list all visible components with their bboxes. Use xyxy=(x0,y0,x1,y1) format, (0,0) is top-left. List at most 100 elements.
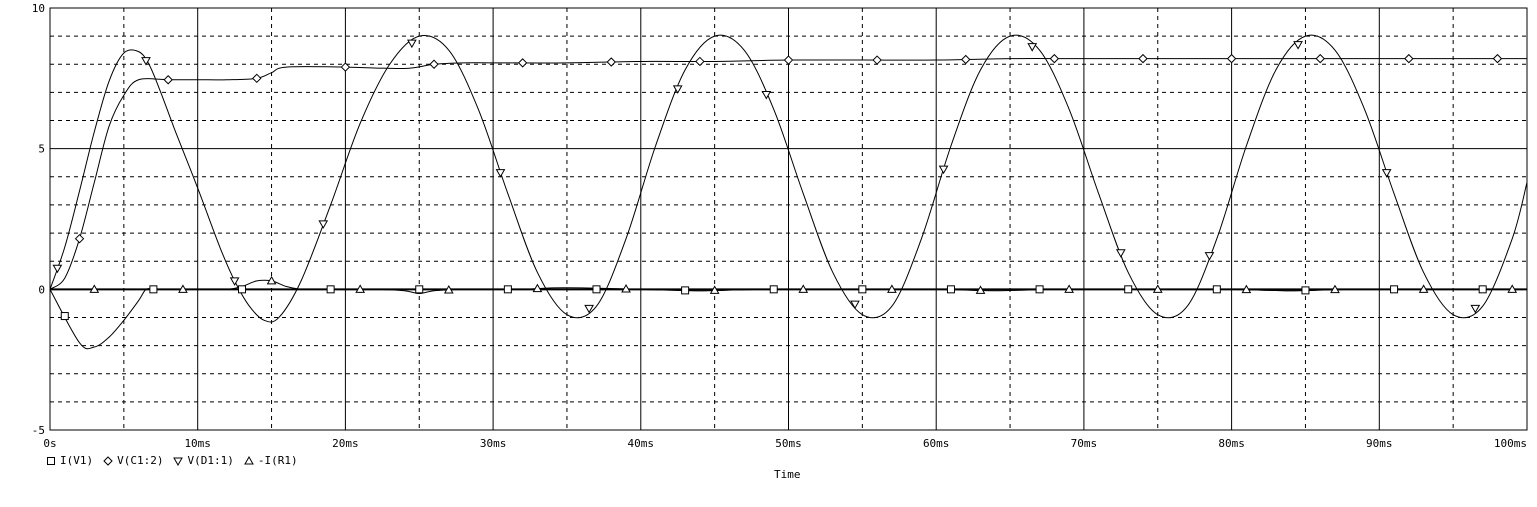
series-marker-2 xyxy=(672,85,683,94)
legend-label: -I(R1) xyxy=(257,454,298,467)
series-marker-1 xyxy=(1226,53,1237,64)
legend-item-minus-i-r1[interactable]: -I(R1) xyxy=(243,454,298,467)
series-marker-3 xyxy=(1241,284,1252,294)
legend-label: I(V1) xyxy=(60,454,94,467)
series-marker-2 xyxy=(938,165,949,175)
series-marker-3 xyxy=(532,283,543,293)
series-marker-1 xyxy=(74,233,85,244)
x-axis-label: Time xyxy=(774,468,801,481)
series-line-3 xyxy=(49,279,1527,295)
x-tick-labels: 0s 10ms 20ms 30ms 40ms 50ms 60ms 70ms 80ms 90ms 10… xyxy=(43,437,1527,450)
x-tick-label: 60ms xyxy=(923,437,950,450)
trace-markers xyxy=(52,39,1518,321)
y-tick-label: 10 xyxy=(32,2,45,15)
series-marker-3 xyxy=(89,284,100,293)
series-marker-1 xyxy=(1404,53,1414,64)
x-tick-label: 50ms xyxy=(775,437,802,450)
series-line-1 xyxy=(49,58,1527,290)
series-marker-0 xyxy=(60,312,69,321)
series-marker-2 xyxy=(761,91,772,100)
series-marker-1 xyxy=(340,62,351,72)
series-marker-0 xyxy=(326,285,335,294)
series-marker-2 xyxy=(1027,43,1038,52)
series-marker-1 xyxy=(1049,53,1060,64)
legend-item-v-d1[interactable]: V(D1:1) xyxy=(173,454,234,467)
series-marker-0 xyxy=(1124,285,1133,294)
series-line-2 xyxy=(49,34,1528,323)
series-marker-2 xyxy=(495,169,506,178)
series-marker-3 xyxy=(709,285,720,294)
series-marker-1 xyxy=(872,55,882,65)
series-marker-2 xyxy=(229,277,240,286)
legend-item-v-c1[interactable]: V(C1:2) xyxy=(103,454,163,467)
plot-border xyxy=(49,7,1528,431)
traces xyxy=(49,34,1528,350)
legend: I(V1) V(C1:2) V(D1:1) -I(R1) xyxy=(46,454,298,467)
series-marker-3 xyxy=(1330,284,1340,294)
series-marker-0 xyxy=(503,285,512,294)
y-tick-label: 5 xyxy=(38,143,45,156)
series-marker-2 xyxy=(407,39,417,49)
series-marker-0 xyxy=(415,285,424,294)
series-marker-3 xyxy=(443,285,454,294)
triangle-up-marker-icon xyxy=(243,455,254,464)
series-marker-1 xyxy=(1492,53,1503,64)
legend-item-i-v1[interactable]: I(V1) xyxy=(46,454,93,467)
series-marker-0 xyxy=(1390,285,1399,294)
y-tick-label: 0 xyxy=(38,283,45,296)
series-marker-3 xyxy=(1507,284,1518,293)
series-marker-3 xyxy=(621,283,631,293)
series-marker-3 xyxy=(798,284,809,293)
x-tick-label: 70ms xyxy=(1071,437,1098,450)
x-tick-label: 10ms xyxy=(184,437,211,450)
series-marker-3 xyxy=(178,284,188,293)
series-marker-0 xyxy=(769,285,778,294)
series-marker-1 xyxy=(252,73,262,84)
x-tick-label: 90ms xyxy=(1366,437,1393,450)
series-marker-2 xyxy=(850,300,860,310)
series-marker-0 xyxy=(946,285,955,294)
grid-lines xyxy=(50,8,1527,430)
x-tick-label: 40ms xyxy=(628,437,655,450)
series-marker-3 xyxy=(266,275,277,285)
series-marker-0 xyxy=(1035,285,1044,294)
series-marker-3 xyxy=(887,284,897,293)
x-tick-label: 20ms xyxy=(332,437,359,450)
series-marker-2 xyxy=(1381,169,1392,178)
plot-frame xyxy=(49,7,1528,431)
series-marker-1 xyxy=(1138,53,1148,64)
x-tick-label: 100ms xyxy=(1494,437,1527,450)
series-marker-2 xyxy=(1293,41,1303,50)
series-marker-3 xyxy=(1152,284,1163,293)
series-marker-1 xyxy=(606,57,616,67)
series-marker-1 xyxy=(163,75,173,85)
series-marker-2 xyxy=(1204,252,1215,261)
y-tick-labels: 10 5 0 -5 xyxy=(32,2,45,437)
series-marker-3 xyxy=(1064,284,1074,293)
series-marker-2 xyxy=(141,57,151,66)
x-tick-label: 0s xyxy=(43,437,56,450)
series-marker-0 xyxy=(1212,285,1221,294)
triangle-down-marker-icon xyxy=(173,457,184,466)
series-marker-0 xyxy=(238,285,247,294)
x-tick-label: 30ms xyxy=(480,437,507,450)
diamond-marker-icon xyxy=(103,455,113,466)
series-marker-1 xyxy=(783,55,794,65)
series-marker-1 xyxy=(1315,53,1325,64)
series-marker-3 xyxy=(355,284,366,293)
square-marker-icon xyxy=(47,456,55,465)
series-marker-0 xyxy=(1478,285,1487,294)
y-tick-label: -5 xyxy=(32,424,45,437)
series-marker-0 xyxy=(858,285,867,294)
series-marker-1 xyxy=(517,58,528,68)
series-marker-1 xyxy=(429,59,439,69)
series-marker-0 xyxy=(681,286,690,295)
series-marker-3 xyxy=(1418,284,1429,293)
series-marker-0 xyxy=(149,285,158,294)
x-tick-label: 80ms xyxy=(1218,437,1245,450)
series-marker-1 xyxy=(695,56,705,67)
legend-label: V(D1:1) xyxy=(187,454,234,467)
legend-label: V(C1:2) xyxy=(117,454,164,467)
series-marker-2 xyxy=(584,304,594,314)
